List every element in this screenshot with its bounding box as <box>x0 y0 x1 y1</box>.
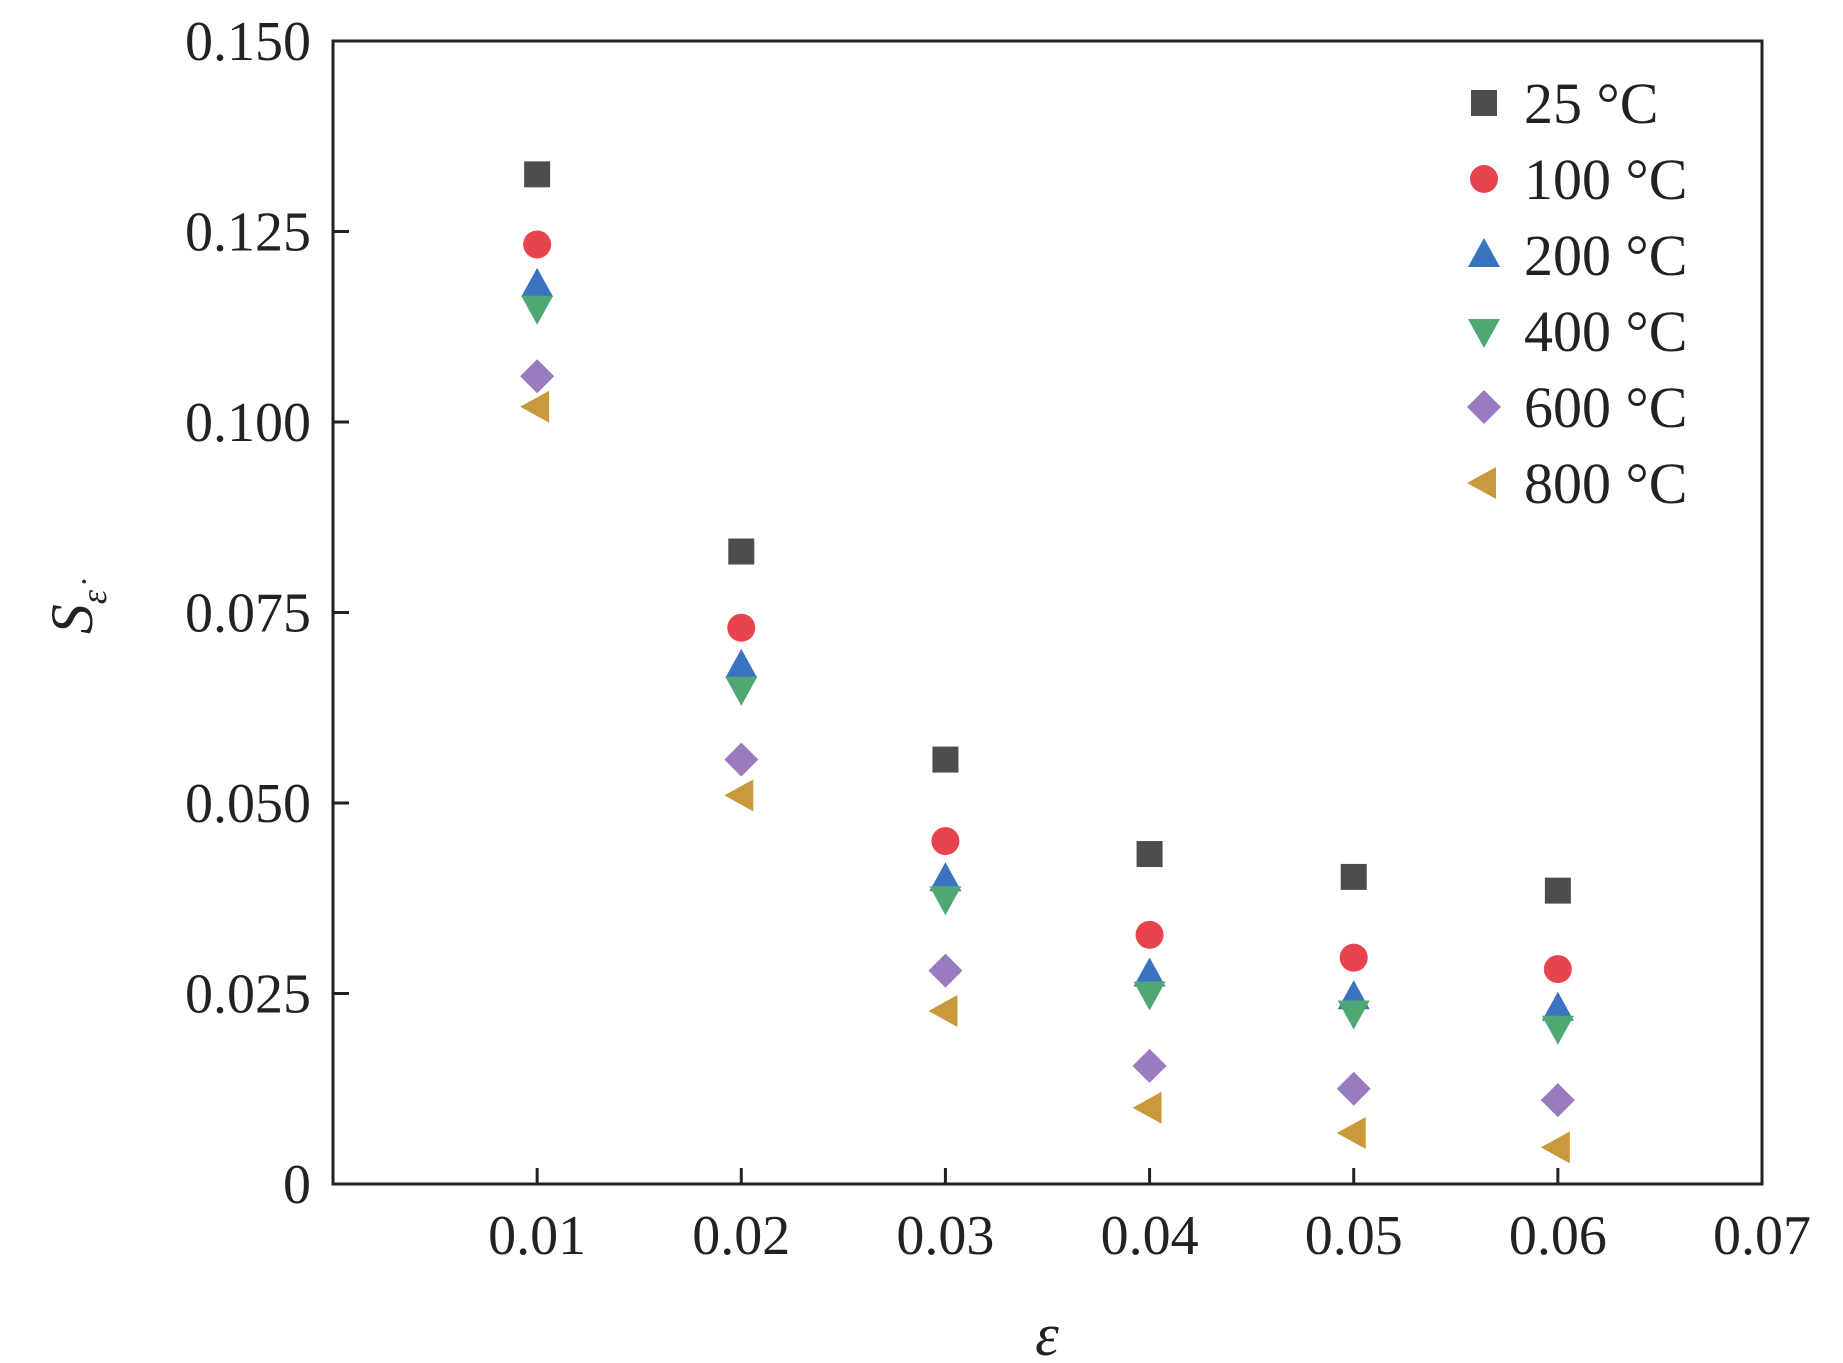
legend-item: 100 °C <box>1470 147 1687 212</box>
x-tick-label: 0.02 <box>692 1205 790 1267</box>
legend: 25 °C 100 °C 200 °C 400 °C 600 °C 800 °C <box>1467 71 1687 516</box>
x-axis-title: ε <box>1035 1302 1059 1363</box>
y-tick-label: 0.150 <box>185 11 311 73</box>
data-point <box>929 862 962 892</box>
y-tick-label: 0.075 <box>185 583 311 645</box>
legend-item: 200 °C <box>1468 223 1687 288</box>
y-axis-title: Sε̇ <box>39 579 114 634</box>
data-point <box>931 827 960 856</box>
data-point <box>1132 1091 1162 1124</box>
series-1 <box>523 230 1572 984</box>
data-point <box>1136 841 1163 868</box>
data-point <box>1336 1116 1366 1149</box>
data-point <box>520 390 550 423</box>
legend-label: 800 °C <box>1524 451 1687 516</box>
data-point <box>1541 1015 1574 1045</box>
data-point <box>725 676 758 706</box>
data-point <box>1133 981 1166 1011</box>
legend-item: 400 °C <box>1468 299 1687 364</box>
legend-marker <box>1468 238 1500 267</box>
data-point <box>1540 1131 1570 1164</box>
x-tick-label: 0.07 <box>1713 1205 1811 1267</box>
legend-label: 25 °C <box>1524 71 1658 136</box>
x-tick-label: 0.05 <box>1305 1205 1403 1267</box>
data-point <box>1339 943 1368 972</box>
legend-label: 200 °C <box>1524 223 1687 288</box>
legend-marker <box>1471 90 1497 116</box>
data-point <box>1135 920 1164 949</box>
data-point <box>521 267 554 297</box>
data-point <box>1543 955 1572 984</box>
data-point <box>1541 991 1574 1021</box>
x-tick-label: 0.03 <box>896 1205 994 1267</box>
legend-item: 25 °C <box>1471 71 1658 136</box>
data-point <box>1544 877 1571 904</box>
legend-marker <box>1467 467 1496 499</box>
x-tick-label: 0.06 <box>1509 1205 1607 1267</box>
x-tick-label: 0.04 <box>1101 1205 1199 1267</box>
data-point <box>928 953 963 988</box>
svg-text:Sε̇: Sε̇ <box>39 579 114 634</box>
series-4 <box>520 359 1575 1118</box>
data-point <box>727 613 756 642</box>
data-point <box>928 995 958 1028</box>
data-point <box>932 746 959 773</box>
data-point <box>521 295 554 325</box>
y-axis-ticks: 0 0.025 0.050 0.075 0.100 0.125 0.150 <box>185 11 349 1216</box>
y-axis-title-subscript: ε̇ <box>74 579 114 604</box>
legend-label: 600 °C <box>1524 375 1687 440</box>
data-point <box>724 742 759 777</box>
y-tick-label: 0.125 <box>185 202 311 264</box>
legend-marker <box>1468 319 1500 348</box>
legend-label: 100 °C <box>1524 147 1687 212</box>
x-axis-ticks: 0.01 0.02 0.03 0.04 0.05 0.06 0.07 <box>488 1168 1811 1267</box>
data-point <box>1132 1048 1167 1083</box>
data-point <box>725 648 758 678</box>
data-point <box>724 779 754 812</box>
legend-item: 800 °C <box>1467 451 1687 516</box>
y-tick-label: 0.025 <box>185 964 311 1026</box>
data-point <box>1133 957 1166 987</box>
data-point <box>524 161 551 188</box>
series-2 <box>521 267 1574 1021</box>
y-tick-label: 0 <box>283 1154 311 1216</box>
data-point <box>523 230 552 259</box>
legend-item: 600 °C <box>1467 375 1687 440</box>
data-point <box>1336 1071 1371 1106</box>
series-3 <box>521 295 1574 1045</box>
y-axis-title-main: S <box>39 604 105 634</box>
series-0 <box>524 161 1571 904</box>
data-point <box>728 538 755 565</box>
data-point <box>520 359 555 394</box>
data-points <box>520 161 1575 1164</box>
data-point <box>1540 1083 1575 1118</box>
series-5 <box>520 390 1570 1164</box>
data-point <box>1337 1000 1370 1030</box>
legend-marker <box>1470 165 1498 193</box>
data-point <box>1340 863 1367 890</box>
legend-marker <box>1467 390 1501 424</box>
y-tick-label: 0.100 <box>185 392 311 454</box>
legend-label: 400 °C <box>1524 299 1687 364</box>
x-tick-label: 0.01 <box>488 1205 586 1267</box>
data-point <box>929 886 962 916</box>
y-tick-label: 0.050 <box>185 773 311 835</box>
